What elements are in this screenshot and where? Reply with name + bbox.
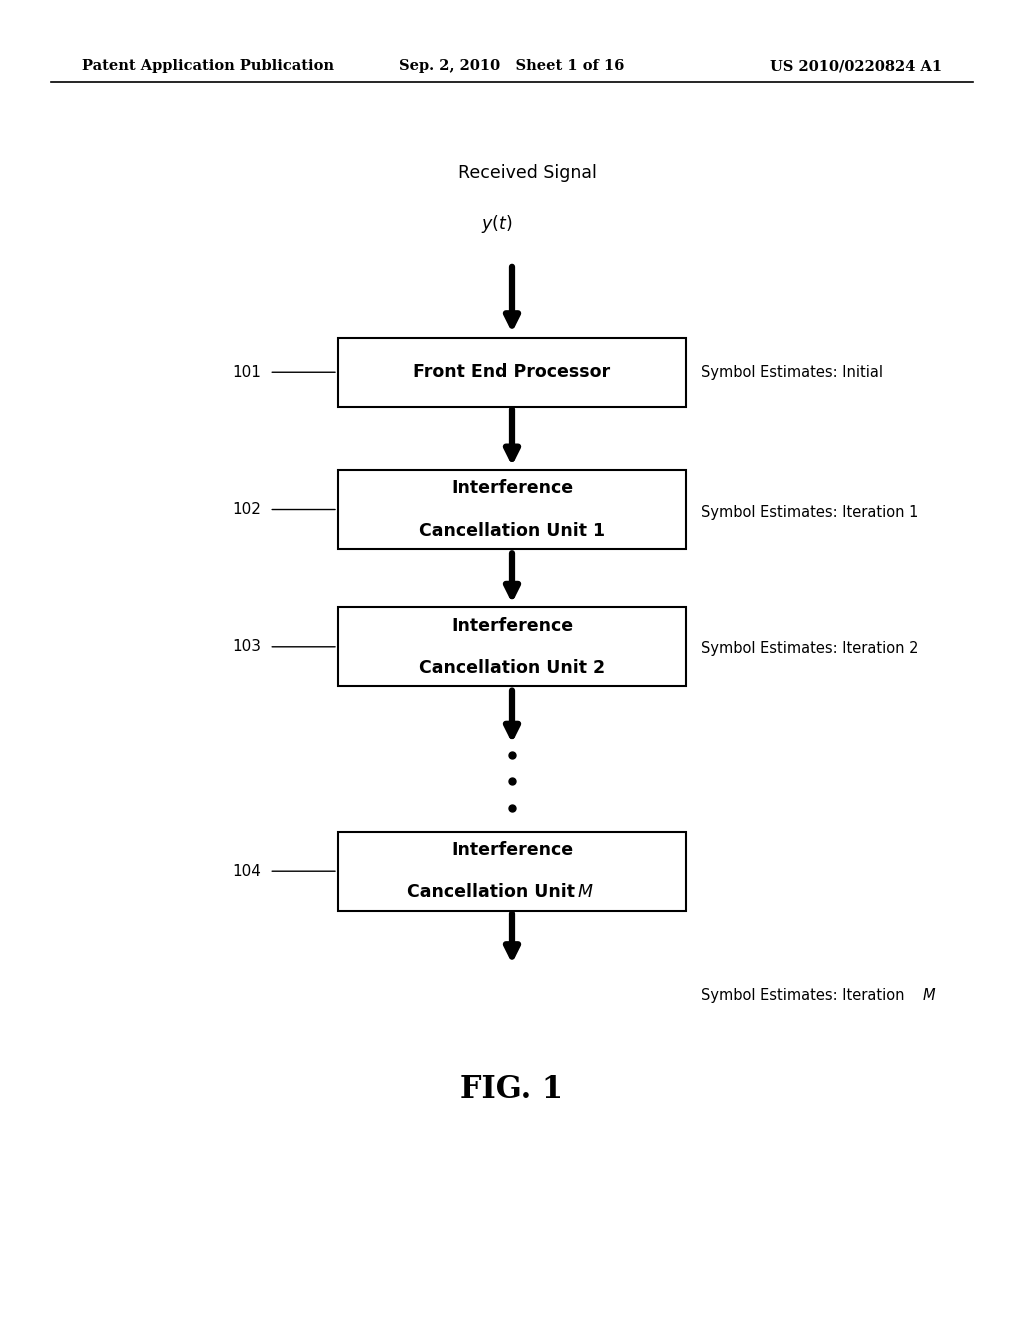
Text: Cancellation Unit 1: Cancellation Unit 1 (419, 521, 605, 540)
Text: 103: 103 (232, 639, 261, 655)
Text: 102: 102 (232, 502, 261, 517)
Text: Interference: Interference (451, 616, 573, 635)
Text: Symbol Estimates: Iteration: Symbol Estimates: Iteration (701, 987, 909, 1003)
Bar (338, 470, 686, 549)
Text: Patent Application Publication: Patent Application Publication (82, 59, 334, 74)
Bar (338, 338, 686, 407)
Text: Sep. 2, 2010   Sheet 1 of 16: Sep. 2, 2010 Sheet 1 of 16 (399, 59, 625, 74)
Text: Interference: Interference (451, 479, 573, 498)
Text: Symbol Estimates: Iteration 2: Symbol Estimates: Iteration 2 (701, 640, 919, 656)
Text: Cancellation Unit 2: Cancellation Unit 2 (419, 659, 605, 677)
Text: FIG. 1: FIG. 1 (461, 1073, 563, 1105)
Text: US 2010/0220824 A1: US 2010/0220824 A1 (770, 59, 942, 74)
Text: $y(t)$: $y(t)$ (481, 213, 512, 235)
Bar (338, 832, 686, 911)
Text: Front End Processor: Front End Processor (414, 363, 610, 381)
Text: $M$: $M$ (922, 987, 936, 1003)
Text: Cancellation Unit: Cancellation Unit (407, 883, 581, 902)
Text: 104: 104 (232, 863, 261, 879)
Text: Received Signal: Received Signal (458, 164, 597, 182)
Text: Interference: Interference (451, 841, 573, 859)
Text: 101: 101 (232, 364, 261, 380)
Bar (338, 607, 686, 686)
Text: Symbol Estimates: Initial: Symbol Estimates: Initial (701, 364, 884, 380)
Text: $M$: $M$ (578, 883, 594, 902)
Text: Symbol Estimates: Iteration 1: Symbol Estimates: Iteration 1 (701, 504, 919, 520)
